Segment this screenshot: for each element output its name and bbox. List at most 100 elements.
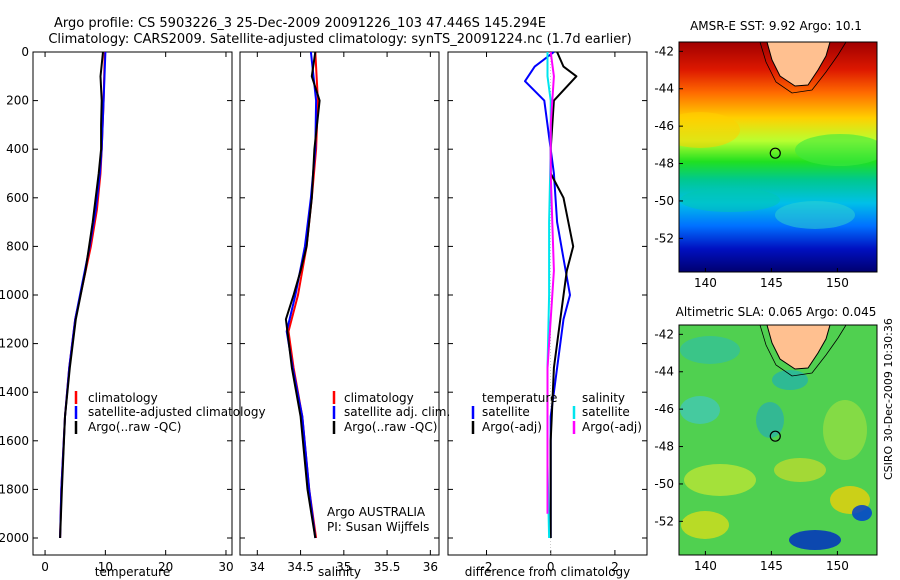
shelf-contour — [759, 325, 847, 377]
map-y-tick-label: -52 — [654, 514, 674, 528]
y-tick-label: 400 — [6, 142, 29, 156]
map-x-tick-label: 140 — [694, 559, 717, 573]
map-y-tick-label: -44 — [654, 365, 674, 379]
legend-label-salinity-argo: Argo(-adj) — [582, 420, 642, 434]
y-tick-label: 800 — [6, 239, 29, 253]
difference-legend: temperature satellite Argo(-adj) salinit… — [471, 391, 642, 434]
map-y-tick-label: -44 — [654, 82, 674, 96]
sla-eddy — [680, 336, 740, 364]
map-x-tick-label: 140 — [694, 276, 717, 290]
map-x-tick-label: 150 — [826, 559, 849, 573]
sla-eddy — [756, 402, 784, 438]
y-tick-label: 1200 — [0, 337, 29, 351]
sst-eddy — [795, 134, 877, 166]
y-tick-label: 1400 — [0, 385, 29, 399]
legend-label-climatology: climatology — [344, 391, 414, 405]
sst-map-axes: 140 145 150 -42 -44 -46 -48 -50 -52 — [654, 44, 848, 290]
legend-label-salinity-satellite: satellite — [582, 405, 630, 419]
y-tick-label: 1800 — [0, 482, 29, 496]
map-y-tick-label: -50 — [654, 194, 674, 208]
principal-investigator-label: PI: Susan Wijffels — [327, 520, 429, 534]
x-tick-label: 30 — [218, 560, 233, 574]
x-tick-label: 0 — [41, 560, 49, 574]
map-x-tick-label: 150 — [826, 276, 849, 290]
sla-eddy — [772, 370, 808, 390]
map-y-tick-label: -50 — [654, 477, 674, 491]
x-tick-label: 35 — [336, 560, 351, 574]
legend-group-title-temperature: temperature — [482, 391, 557, 405]
x-axis-label: salinity — [318, 565, 361, 579]
salinity-panel-frame — [239, 51, 440, 556]
sla-map-frame — [678, 324, 878, 556]
sla-map-axes: 140 145 150 -42 -44 -46 -48 -50 -52 — [654, 327, 848, 573]
y-tick-label: 200 — [6, 94, 29, 108]
x-tick-label: 36 — [423, 560, 438, 574]
sla-low-eddy — [852, 505, 872, 521]
legend-label-temperature-satellite: satellite — [482, 405, 530, 419]
map-y-tick-label: -48 — [654, 440, 674, 454]
tasmania-landmass — [766, 325, 831, 370]
sst-map-frame — [678, 41, 878, 273]
temperature-legend: climatology satellite-adjusted climatolo… — [74, 391, 266, 434]
x-axis-label: difference from climatology — [465, 565, 631, 579]
map-y-tick-label: -48 — [654, 157, 674, 171]
sla-eddy — [823, 400, 867, 460]
legend-label-satellite: satellite adj. clim. — [344, 405, 450, 419]
y-tick-label: 2000 — [0, 531, 29, 545]
csiro-timestamp: CSIRO 30-Dec-2009 10:30:36 — [882, 318, 895, 480]
x-tick-label: -2 — [481, 560, 493, 574]
salinity-legend: climatology satellite adj. clim. Argo(..… — [327, 391, 450, 534]
legend-group-title-salinity: salinity — [582, 391, 625, 405]
temperature-chart: 0 10 20 30 0 200 400 600 800 1000 1200 1400 1600 1800… — [0, 45, 234, 579]
y-tick-label: 1000 — [0, 288, 29, 302]
sla-eddy — [774, 458, 826, 482]
series-line-salinity-argo — [546, 51, 555, 514]
map-x-tick-label: 145 — [760, 559, 783, 573]
legend-label-climatology: climatology — [88, 391, 158, 405]
x-tick-label: 2 — [611, 560, 619, 574]
legend-label-argo: Argo(..raw -QC) — [88, 420, 181, 434]
sla-eddy — [680, 396, 720, 424]
salinity-chart: 34 34.5 35 35.5 36 salinity — [240, 51, 439, 579]
y-tick-label: 1600 — [0, 434, 29, 448]
map-y-tick-label: -42 — [654, 44, 674, 58]
map-y-tick-label: -46 — [654, 119, 674, 133]
y-tick-label: 600 — [6, 191, 29, 205]
sla-eddy — [681, 511, 729, 539]
sst-map-title: AMSR-E SST: 9.92 Argo: 10.1 — [690, 19, 862, 33]
float-position-marker — [769, 430, 781, 442]
float-program-label: Argo AUSTRALIA — [327, 505, 426, 519]
figure-title-line-1: Argo profile: CS 5903226_3 25-Dec-2009 2… — [54, 16, 546, 31]
x-tick-label: 34 — [250, 560, 265, 574]
sst-eddy — [775, 201, 855, 229]
sst-eddy — [680, 188, 780, 212]
float-position-marker — [769, 147, 781, 159]
map-x-tick-label: 145 — [760, 276, 783, 290]
sla-map-title: Altimetric SLA: 0.065 Argo: 0.045 — [676, 305, 877, 319]
temperature-panel-frame — [32, 51, 233, 556]
map-y-tick-label: -42 — [654, 327, 674, 341]
x-tick-label: 20 — [158, 560, 173, 574]
series-line-argo — [284, 51, 321, 539]
x-tick-label: 10 — [98, 560, 113, 574]
series-line-temperature-argo — [549, 51, 578, 538]
shelf-contour — [759, 42, 847, 94]
sla-eddy — [684, 464, 756, 496]
sst-warm-eddy — [679, 112, 740, 148]
series-line-argo — [59, 51, 104, 539]
legend-label-argo: Argo(..raw -QC) — [344, 420, 437, 434]
sla-low-eddy — [789, 530, 841, 550]
legend-label-temperature-argo: Argo(-adj) — [482, 420, 542, 434]
legend-label-satellite: satellite-adjusted climatology — [88, 405, 266, 419]
tasmania-landmass — [766, 42, 831, 87]
x-tick-label: 0 — [547, 560, 555, 574]
y-tick-label: 0 — [21, 45, 29, 59]
x-tick-label: 34.5 — [287, 560, 314, 574]
x-axis-label: temperature — [95, 565, 170, 579]
map-y-tick-label: -52 — [654, 231, 674, 245]
map-y-tick-label: -46 — [654, 402, 674, 416]
figure-title-line-2: Climatology: CARS2009. Satellite-adjuste… — [48, 32, 631, 47]
x-tick-label: 35.5 — [374, 560, 401, 574]
